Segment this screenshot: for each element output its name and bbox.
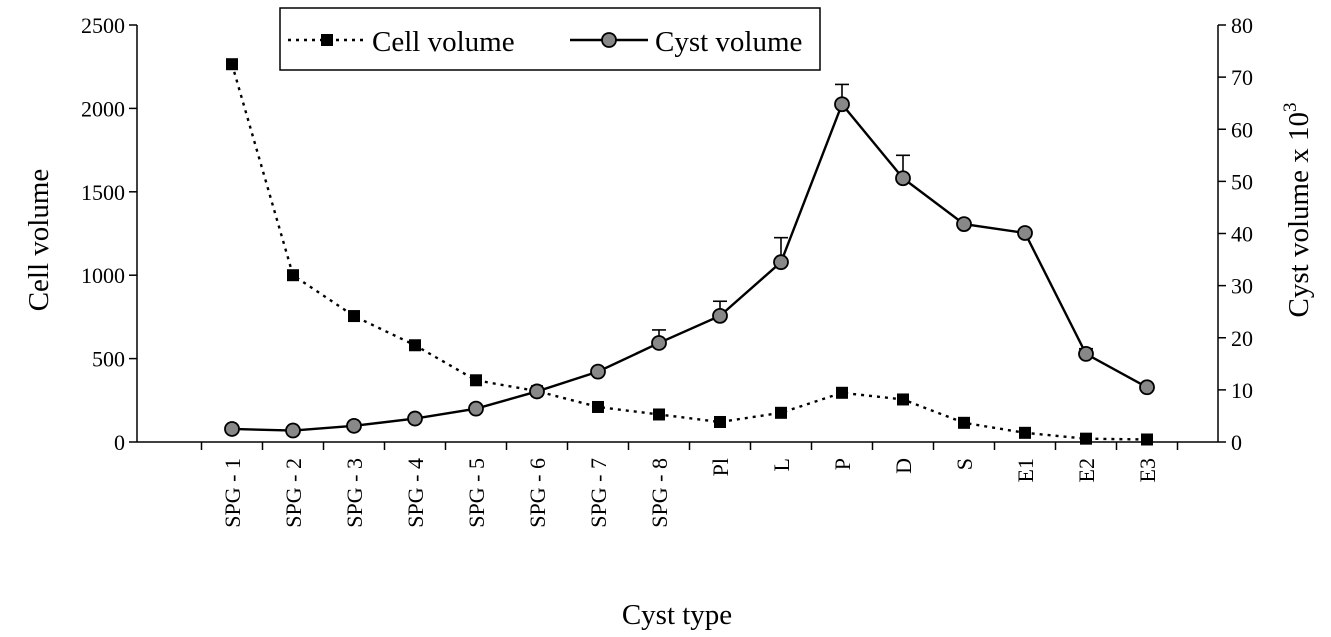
cyst-volume-point xyxy=(468,400,484,417)
cyst-volume-point xyxy=(651,335,667,351)
y-right-tick-label: 80 xyxy=(1231,13,1253,38)
legend-box xyxy=(279,7,821,71)
cyst-volume-point xyxy=(529,383,545,400)
legend-cyst-volume-label: Cyst volume xyxy=(655,26,802,58)
axes xyxy=(136,25,1219,443)
ticks: 0 500 1000 1500 2000 2500 0 10 20 30 40 50 60 70 80 SPG… xyxy=(81,13,1253,528)
cell-volume-point xyxy=(653,408,665,421)
cyst-volume-point xyxy=(895,170,911,187)
legend: Cell volume Cyst volume xyxy=(279,7,821,71)
y-left-tick-label: 1000 xyxy=(81,263,125,288)
y-right-tick-label: 50 xyxy=(1231,169,1253,194)
x-tick-label: L xyxy=(769,458,794,471)
x-tick-label: SPG - 8 xyxy=(647,458,672,528)
cyst-volume-point xyxy=(712,307,728,324)
cell-volume-point xyxy=(226,58,238,71)
cyst-volume-point xyxy=(1139,379,1155,396)
cyst-volume-point xyxy=(590,363,606,380)
y-right-tick-label: 0 xyxy=(1231,430,1242,455)
x-tick-label: S xyxy=(952,458,977,470)
cell-volume-point xyxy=(1019,426,1031,439)
cyst-volume-line xyxy=(231,101,1148,432)
y-left-tick-label: 1500 xyxy=(81,180,125,205)
y-axis-left-title: Cell volume xyxy=(23,169,55,312)
cyst-volume-point xyxy=(1017,225,1033,241)
x-axis-title: Cyst type xyxy=(622,599,732,631)
labels: Cyst type Cell volume Cyst volume x 103 xyxy=(23,103,1315,631)
x-tick-label: SPG - 2 xyxy=(281,458,306,528)
x-tick-label: P xyxy=(830,458,855,470)
legend-cell-volume-marker xyxy=(321,34,333,46)
cell-volume-point xyxy=(1080,432,1092,445)
x-tick-label: SPG - 7 xyxy=(586,458,611,528)
cell-volume-point xyxy=(897,393,909,406)
cyst-volume-point xyxy=(834,96,850,113)
y-left-tick-label: 0 xyxy=(114,430,125,455)
x-tick-label: SPG - 4 xyxy=(403,458,428,528)
x-tick-label: E2 xyxy=(1074,458,1099,482)
x-tick-label: E1 xyxy=(1013,458,1038,482)
x-tick-label: D xyxy=(891,458,916,474)
cyst-volume-point xyxy=(773,254,789,271)
x-tick-label: SPG - 6 xyxy=(525,458,550,528)
x-tick-label: E3 xyxy=(1135,458,1160,482)
y-axis-right-title-text: Cyst volume x 10 xyxy=(1283,112,1315,317)
y-right-tick-label: 30 xyxy=(1231,274,1253,299)
cell-volume-point xyxy=(775,406,787,419)
y-right-tick-label: 10 xyxy=(1231,378,1253,403)
cell-volume-point xyxy=(836,386,848,399)
cell-volume-point xyxy=(287,269,299,282)
cell-volume-point xyxy=(409,339,421,352)
y-right-tick-label: 60 xyxy=(1231,117,1253,142)
cyst-volume-point xyxy=(285,422,301,439)
y-axis-right-title: Cyst volume x 103 xyxy=(1280,103,1315,318)
cyst-volume-point xyxy=(1078,346,1094,362)
series-cyst-volume xyxy=(224,83,1155,439)
x-tick-label: SPG - 1 xyxy=(220,458,245,528)
y-right-tick-label: 20 xyxy=(1231,326,1253,351)
y-left-tick-label: 500 xyxy=(92,347,125,372)
cyst-volume-point xyxy=(956,216,972,233)
cell-volume-point xyxy=(592,400,604,413)
y-right-tick-label: 70 xyxy=(1231,65,1253,90)
y-right-tick-label: 40 xyxy=(1231,222,1253,247)
cell-volume-point xyxy=(1141,433,1153,446)
cyst-volume-point xyxy=(346,417,362,434)
y-axis-right-title-superscript: 3 xyxy=(1280,103,1301,113)
cell-volume-line xyxy=(230,63,1148,441)
y-left-tick-label: 2500 xyxy=(81,13,125,38)
x-tick-label: Pl xyxy=(708,458,733,476)
cyst-volume-point xyxy=(407,410,423,427)
cell-volume-point xyxy=(348,310,360,323)
cell-volume-point xyxy=(470,374,482,387)
series-cell-volume xyxy=(226,58,1153,446)
cell-volume-point xyxy=(958,416,970,429)
y-left-tick-label: 2000 xyxy=(81,96,125,121)
x-tick-label: SPG - 5 xyxy=(464,458,489,528)
legend-cell-volume-label: Cell volume xyxy=(372,26,515,58)
x-tick-label: SPG - 3 xyxy=(342,458,367,528)
legend-cyst-volume-marker xyxy=(601,32,617,48)
cell-volume-point xyxy=(714,415,726,428)
cyst-volume-point xyxy=(224,421,240,437)
